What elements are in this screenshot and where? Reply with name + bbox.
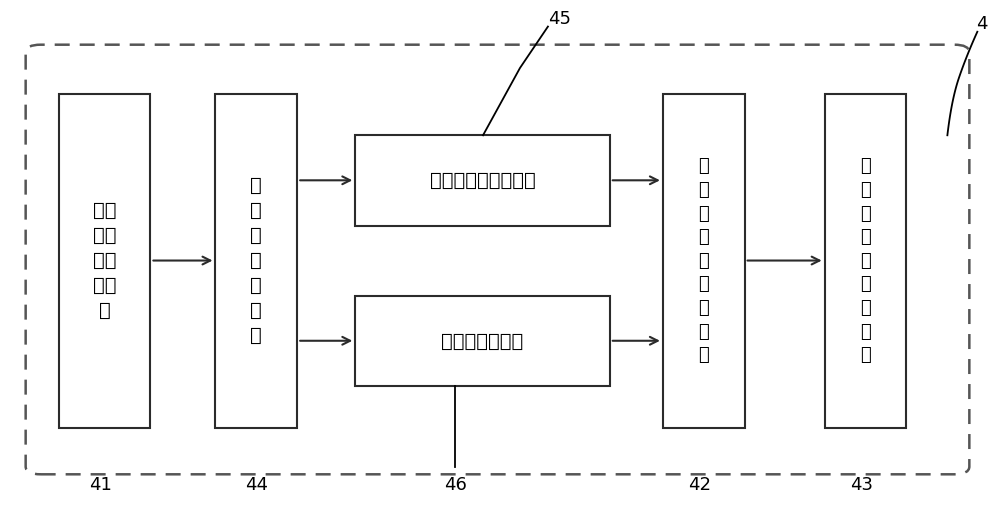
- FancyBboxPatch shape: [355, 296, 610, 386]
- FancyBboxPatch shape: [355, 135, 610, 226]
- Text: 经
济
速
度
获
取
子
单
元: 经 济 速 度 获 取 子 单 元: [860, 157, 871, 364]
- FancyBboxPatch shape: [215, 94, 297, 428]
- Text: 46: 46: [444, 475, 466, 494]
- Text: 41: 41: [89, 475, 112, 494]
- Text: 相位
时空
计算
子单
元: 相位 时空 计算 子单 元: [93, 201, 116, 320]
- Text: 43: 43: [850, 475, 873, 494]
- Text: 4: 4: [976, 15, 987, 33]
- Text: 通行时间计算子单元: 通行时间计算子单元: [430, 171, 535, 190]
- Text: 44: 44: [245, 475, 268, 494]
- Text: 45: 45: [548, 10, 571, 28]
- Text: 绿
灯
相
位
判
断
子
单
元: 绿 灯 相 位 判 断 子 单 元: [698, 157, 709, 364]
- FancyBboxPatch shape: [663, 94, 745, 428]
- FancyBboxPatch shape: [825, 94, 906, 428]
- Text: 速
度
取
样
子
单
元: 速 度 取 样 子 单 元: [250, 176, 262, 345]
- Text: 42: 42: [688, 475, 711, 494]
- FancyBboxPatch shape: [59, 94, 150, 428]
- Text: 油耗计算子单元: 油耗计算子单元: [441, 332, 524, 350]
